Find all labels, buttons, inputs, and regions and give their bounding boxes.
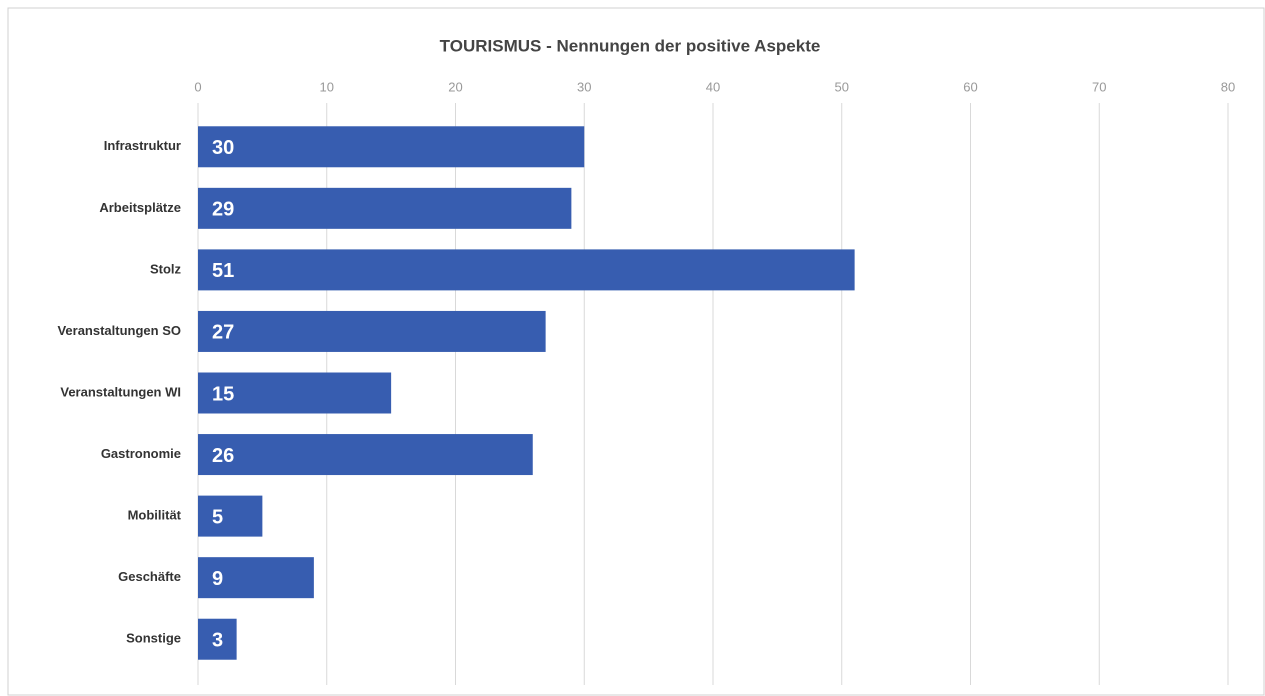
data-label: 5 bbox=[212, 506, 223, 528]
data-label: 29 bbox=[212, 199, 234, 221]
x-tick-label: 30 bbox=[577, 79, 591, 94]
x-tick-label: 20 bbox=[448, 79, 462, 94]
x-tick-label: 60 bbox=[963, 79, 977, 94]
x-tick-label: 40 bbox=[706, 79, 720, 94]
bar bbox=[198, 310, 546, 352]
data-label: 30 bbox=[212, 137, 234, 159]
bar bbox=[198, 187, 572, 229]
data-label: 15 bbox=[212, 383, 234, 405]
x-tick-label: 10 bbox=[320, 79, 334, 94]
data-label: 51 bbox=[212, 260, 234, 282]
bar bbox=[198, 126, 585, 168]
bar bbox=[198, 495, 263, 537]
x-tick-label: 80 bbox=[1221, 79, 1235, 94]
chart-title: TOURISMUS - Nennungen der positive Aspek… bbox=[440, 36, 821, 55]
x-tick-label: 50 bbox=[835, 79, 849, 94]
data-label: 27 bbox=[212, 322, 234, 344]
y-tick-label: Mobilität bbox=[128, 508, 182, 523]
data-label: 9 bbox=[212, 568, 223, 590]
bar bbox=[198, 618, 237, 660]
y-tick-label: Sonstige bbox=[126, 631, 181, 646]
y-tick-label: Geschäfte bbox=[118, 569, 181, 584]
y-tick-label: Stolz bbox=[150, 261, 182, 276]
y-tick-label: Veranstaltungen SO bbox=[57, 323, 181, 338]
data-label: 26 bbox=[212, 445, 234, 467]
bar bbox=[198, 372, 392, 414]
bar bbox=[198, 557, 314, 599]
y-tick-label: Infrastruktur bbox=[104, 138, 181, 153]
bar bbox=[198, 249, 855, 291]
y-tick-label: Gastronomie bbox=[101, 446, 181, 461]
y-tick-label: Arbeitsplätze bbox=[99, 200, 181, 215]
data-label: 3 bbox=[212, 630, 223, 652]
chart-frame bbox=[7, 7, 1265, 696]
x-tick-label: 0 bbox=[194, 79, 201, 94]
y-tick-label: Veranstaltungen WI bbox=[60, 384, 181, 399]
bar bbox=[198, 434, 533, 476]
x-tick-label: 70 bbox=[1092, 79, 1106, 94]
